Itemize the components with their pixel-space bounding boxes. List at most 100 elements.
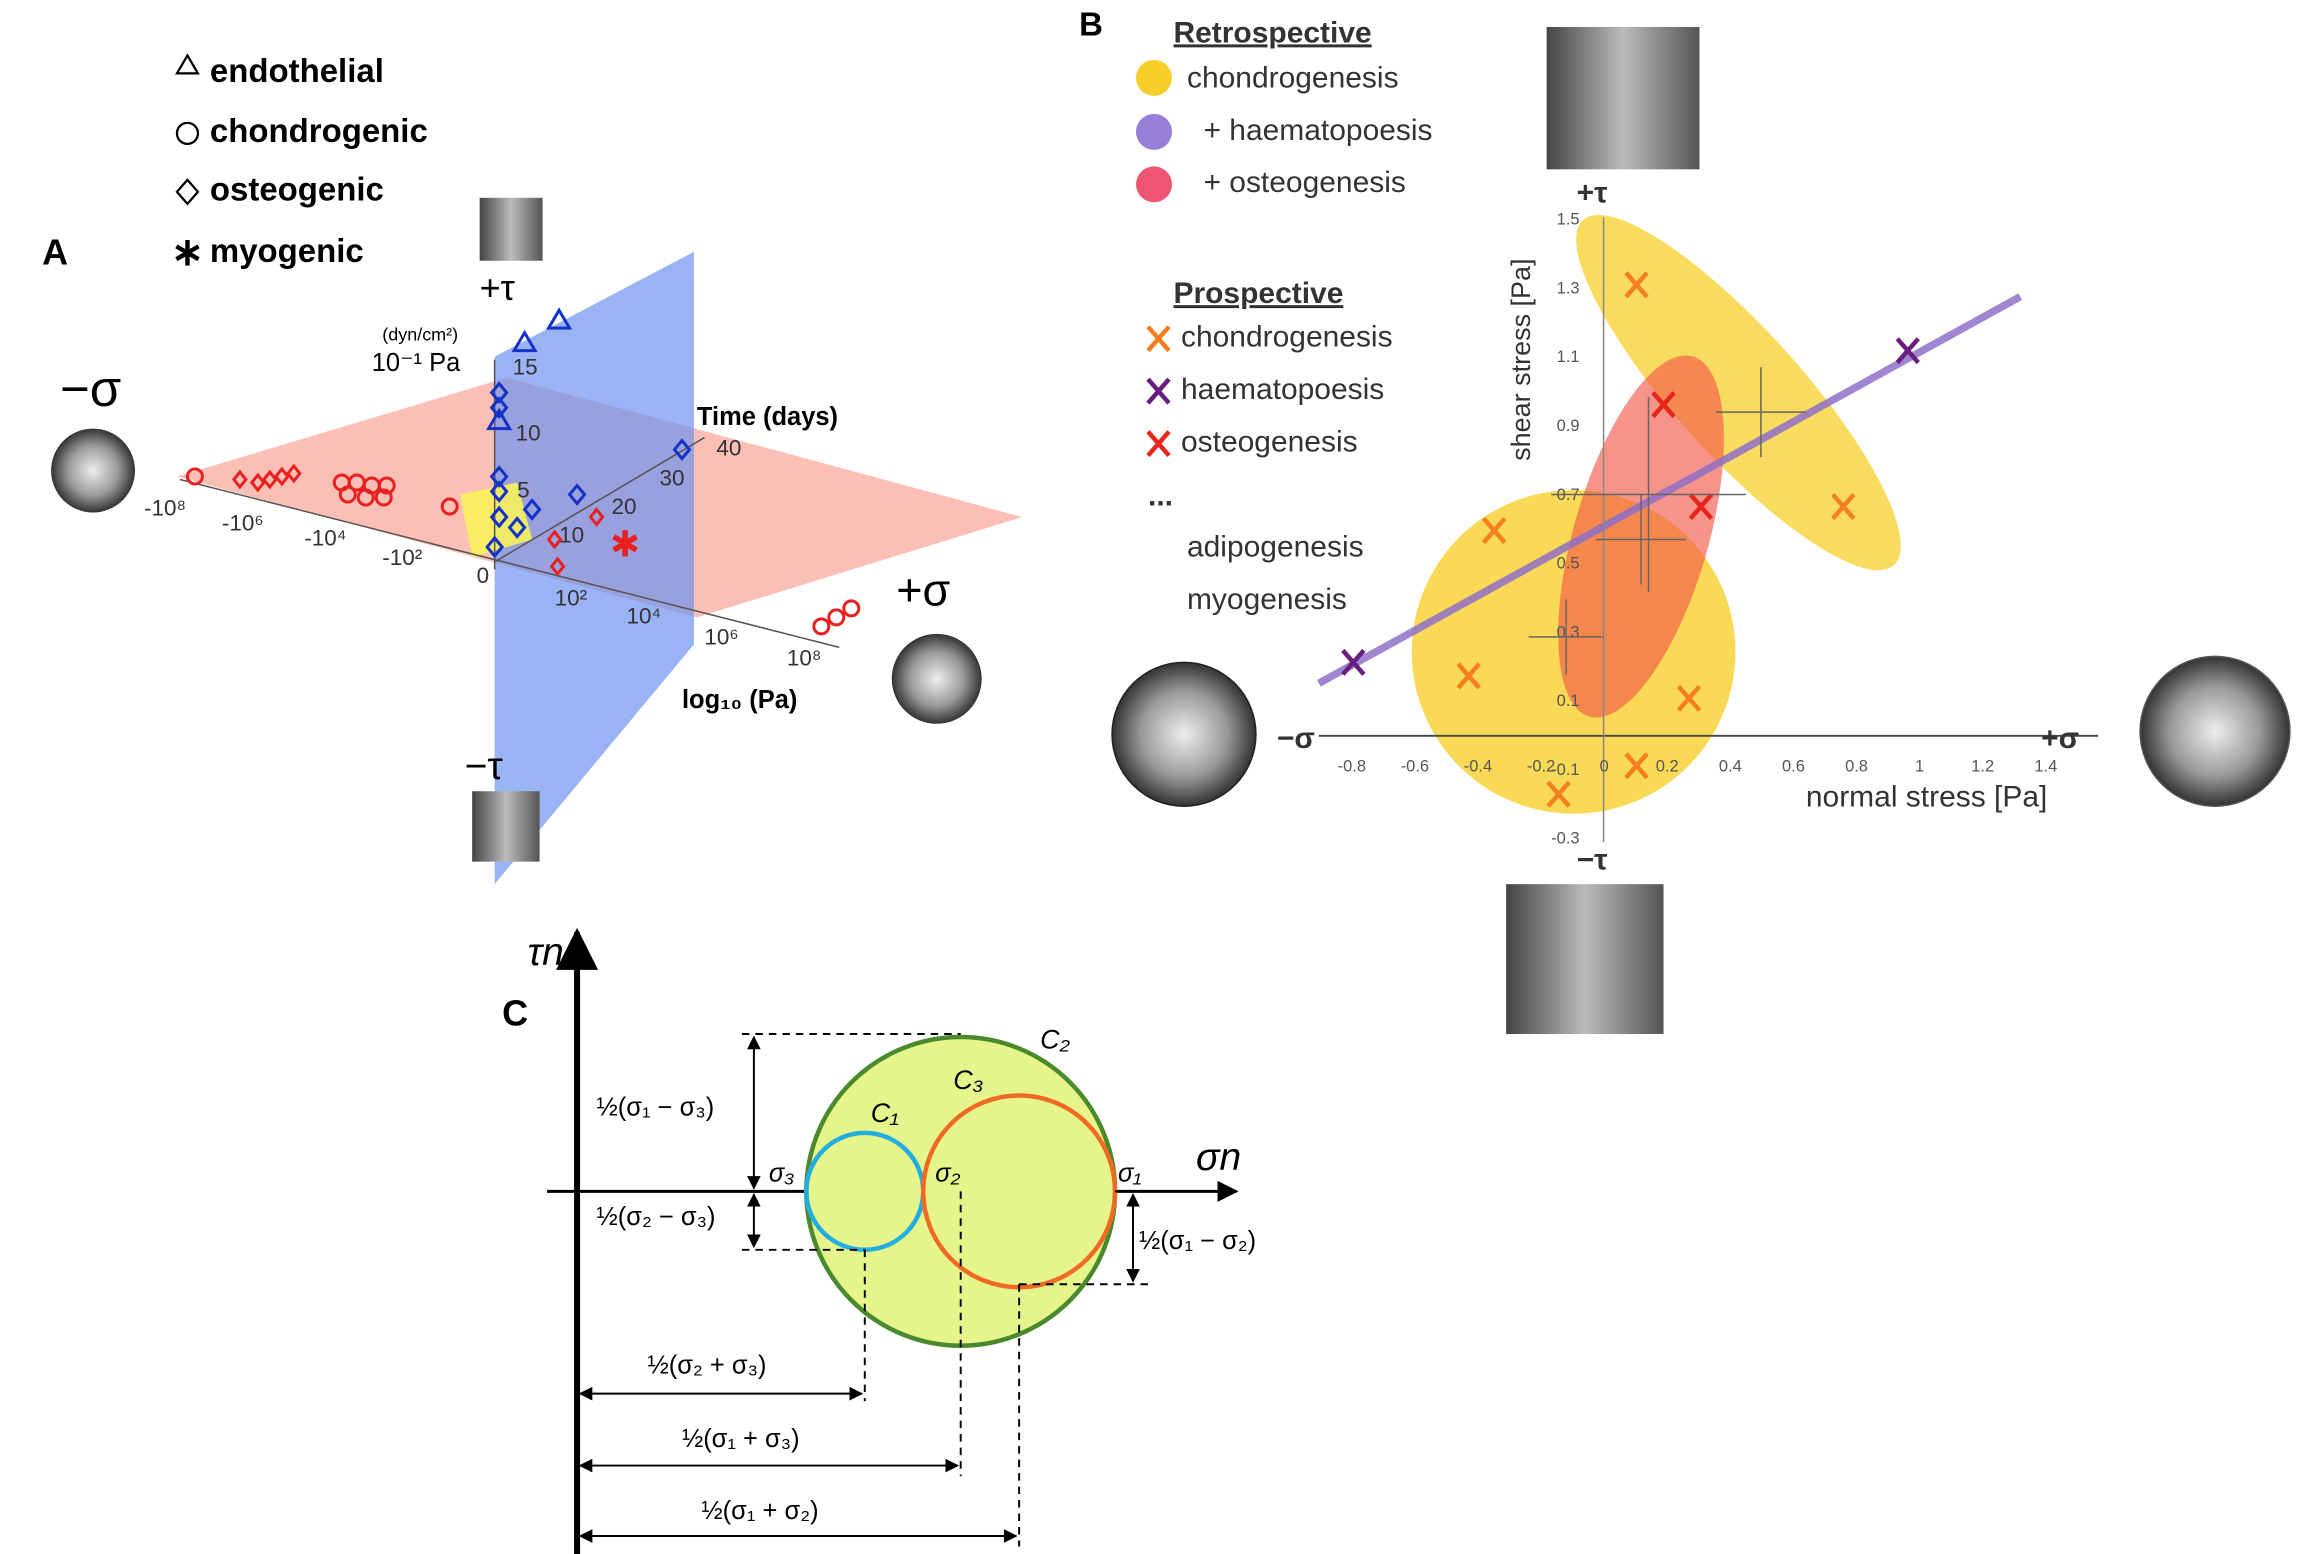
- diamond-marker: [588, 507, 605, 527]
- circle-marker: [377, 476, 396, 495]
- legend-symbol: [175, 121, 200, 145]
- y-tick-label: -0.3: [1551, 830, 1579, 848]
- diamond-marker: [489, 381, 509, 404]
- diamond-marker: [489, 396, 509, 419]
- tick-label: 10²: [555, 585, 588, 610]
- panel-label: B: [1079, 6, 1103, 43]
- panel-c: C τn σn C₁ C₂ C₃ σ₃ σ₂ σ₁ ½(σ₁ − σ₃) ½(σ…: [502, 927, 1256, 1554]
- x-tick-label: 0.6: [1782, 758, 1805, 776]
- x-marker: [1146, 377, 1171, 405]
- markers: [1146, 271, 1920, 808]
- axis-title: log₁₀ (Pa): [682, 686, 797, 714]
- diamond-marker: [273, 466, 290, 487]
- diamond-marker: [231, 469, 248, 490]
- axis-label: +τ: [1577, 177, 1608, 210]
- tick-label: -10⁶: [222, 510, 264, 535]
- tick-label: -10⁸: [144, 495, 186, 520]
- diamond-marker: [489, 505, 509, 529]
- tick-label: 20: [612, 494, 637, 519]
- circle-marker: [338, 485, 357, 504]
- triangle-marker: [486, 407, 513, 431]
- axis-label: σn: [1196, 1136, 1241, 1179]
- dimension-label: ½(σ₁ − σ₃): [597, 1094, 715, 1122]
- diamond-marker: [249, 472, 266, 493]
- circle-marker: [374, 488, 393, 507]
- x-tick-label: 0: [1600, 758, 1609, 776]
- axis: [494, 436, 705, 563]
- point-label: σ₃: [769, 1160, 794, 1188]
- y-tick-label: 0.5: [1557, 555, 1580, 573]
- axis-label: τn: [528, 931, 564, 974]
- circle-label: C₂: [1040, 1025, 1070, 1055]
- tick-label: 40: [716, 436, 741, 461]
- dimension-label: ½(σ₂ + σ₃): [647, 1351, 766, 1379]
- panel-label: C: [502, 993, 528, 1034]
- legend-label: endothelial: [210, 52, 384, 89]
- circle-marker: [812, 617, 831, 636]
- circle-label: C₁: [871, 1098, 899, 1128]
- axis-title: shear stress [Pa]: [1506, 258, 1536, 460]
- legend-label: osteogenesis: [1181, 425, 1358, 458]
- axis-label: +τ: [480, 267, 515, 308]
- tick-label: 10: [559, 522, 584, 547]
- legend-label: chondrogenesis: [1181, 321, 1393, 354]
- x-marker: [1624, 271, 1649, 299]
- legend-label: myogenic: [210, 232, 364, 269]
- dimension-label: ½(σ₁ + σ₃): [682, 1425, 800, 1453]
- legend-symbol: [174, 53, 200, 75]
- legend-label: osteogenic: [210, 171, 384, 208]
- tick-label: 0: [477, 563, 489, 588]
- tick-label: -10⁴: [304, 525, 346, 550]
- y-tick-label: 0.9: [1557, 417, 1580, 435]
- circle-marker: [185, 467, 204, 486]
- x-tick-label: -0.4: [1464, 758, 1492, 776]
- shear-plane: [494, 251, 694, 885]
- legend-label: chondrogenic: [210, 112, 428, 149]
- x-marker: [1651, 391, 1676, 419]
- x-marker: [1146, 325, 1171, 353]
- x-marker: [1676, 684, 1702, 712]
- diamond-marker: [285, 463, 302, 484]
- axis-label: +σ: [896, 564, 950, 615]
- legend-swatch: [1136, 113, 1172, 150]
- region: [460, 482, 533, 558]
- legend-swatch: [1136, 59, 1172, 96]
- axis: [179, 478, 840, 649]
- circle-label: C₃: [953, 1065, 983, 1095]
- tick-label: 10⁸: [787, 645, 821, 670]
- region: [1576, 214, 1901, 571]
- dimension-label: ½(σ₁ − σ₂): [1139, 1227, 1256, 1255]
- diamond-marker: [522, 498, 542, 521]
- circle-marker: [440, 497, 459, 516]
- x-tick-label: 0.4: [1719, 758, 1742, 776]
- diamond-marker: [261, 469, 278, 490]
- point-label: σ₁: [1118, 1160, 1141, 1188]
- x-marker: [1341, 648, 1366, 676]
- y-tick-label: 1.3: [1557, 279, 1580, 297]
- legend-label: chondrogenesis: [1187, 61, 1399, 94]
- tick-label: 5: [517, 477, 530, 502]
- diamond-marker: [507, 516, 527, 539]
- diamond-marker: [489, 465, 509, 488]
- legend-label: myogenesis: [1187, 583, 1347, 616]
- cell-image: [891, 633, 982, 724]
- tick-label: 10⁶: [704, 624, 738, 649]
- y-tick-label: 1.1: [1557, 348, 1580, 366]
- diamond-marker: [485, 535, 505, 559]
- cell-image: [479, 197, 543, 261]
- x-marker: [1688, 493, 1714, 520]
- dimension-arrows: [578, 1035, 1140, 1543]
- x-marker: [1546, 780, 1571, 808]
- x-tick-label: 1: [1915, 758, 1924, 776]
- axis-label: −σ: [1277, 722, 1315, 755]
- legend-label: + haematopoesis: [1203, 114, 1432, 147]
- legend-title: Retrospective: [1173, 16, 1371, 49]
- x-marker: [1624, 752, 1649, 780]
- dimension-label: ½(σ₁ + σ₂): [701, 1497, 818, 1525]
- dimension-label: ½(σ₂ − σ₃): [597, 1203, 716, 1231]
- x-tick-label: 0.2: [1656, 758, 1679, 776]
- panel-b: B Retrospective chondrogenesis + haemato…: [1079, 6, 2291, 1035]
- axis-label: −τ: [465, 745, 504, 788]
- circle-marker: [827, 608, 846, 627]
